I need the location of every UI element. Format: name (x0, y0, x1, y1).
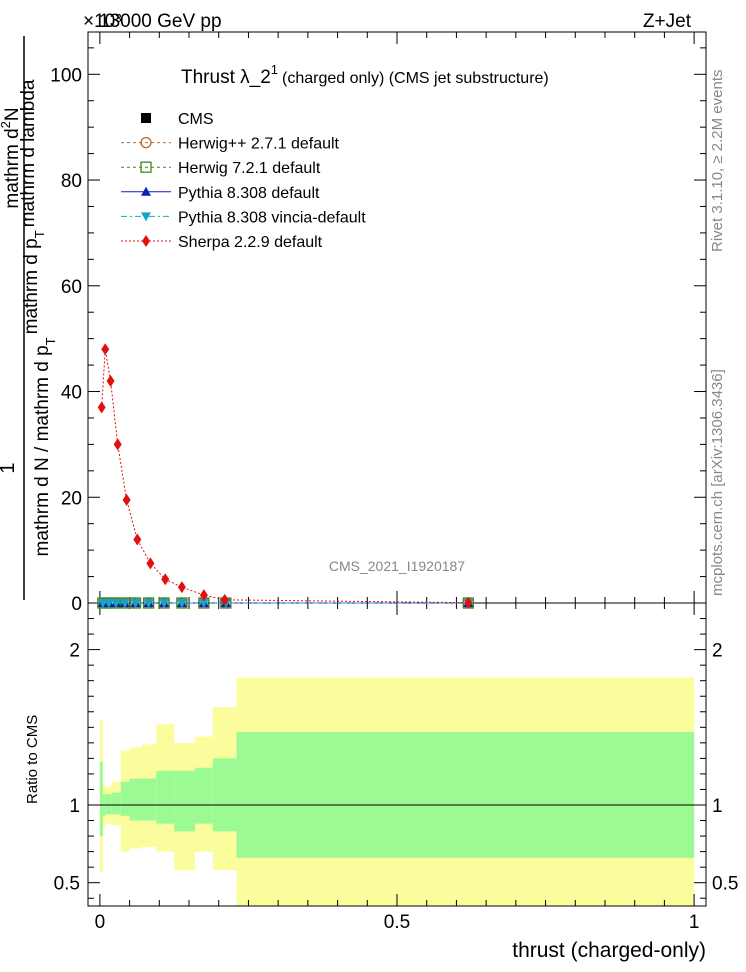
stat-uncertainty-band (99, 761, 103, 837)
data-point (177, 581, 186, 594)
ratio-y-tick-label: 2 (69, 641, 80, 662)
stat-uncertainty-band (236, 731, 695, 858)
title-main: Thrust λ_2 (181, 67, 271, 88)
data-point (106, 374, 115, 387)
y-tick-label: 0 (71, 594, 82, 615)
ratio-y-tick-label-right: 2 (712, 641, 723, 662)
data-point (101, 343, 110, 356)
header-right: Z+Jet (643, 11, 692, 32)
data-point (143, 599, 154, 608)
y-tick-label: 80 (61, 171, 82, 192)
data-point (133, 533, 142, 546)
ratio-ylabel: Ratio to CMS (24, 715, 41, 804)
ylabel-denominator: mathrm d N / mathrm d pTmathrm d pTmathr… (18, 79, 58, 556)
data-point (119, 599, 130, 608)
ratio-y-tick-label-right: 1 (712, 796, 723, 817)
ratio-y-tick-label-right: 0.5 (712, 874, 738, 895)
data-point (110, 599, 121, 608)
data-point (122, 493, 131, 506)
y-tick-label: 100 (50, 65, 82, 86)
data-point (130, 599, 141, 608)
data-point (198, 599, 209, 608)
main-axes: 0 20 40 60 80 100 0 0.5 1 (50, 32, 706, 933)
data-point (159, 599, 170, 608)
legend-label: Pythia 8.308 default (178, 185, 320, 202)
legend-marker (141, 212, 151, 222)
y-tick-label: 40 (61, 383, 82, 404)
stat-uncertainty-band (105, 794, 112, 815)
stat-uncertainty-band (156, 770, 175, 824)
data-point (113, 438, 122, 451)
legend-label: Herwig 7.2.1 default (178, 160, 321, 177)
data-point (97, 401, 106, 414)
stat-uncertainty-band (141, 778, 157, 821)
y-exponent: ×10³ (83, 11, 122, 32)
chart-title: Thrust λ_21 (charged only) (CMS jet subst… (181, 62, 549, 88)
mcplots-label: mcplots.cern.ch [arXiv:1306.3436] (709, 369, 726, 596)
stat-uncertainty-band (120, 781, 130, 816)
title-sup: 1 (271, 62, 278, 77)
legend-marker (141, 113, 151, 123)
x-axis-label: thrust (charged-only) (512, 939, 706, 962)
stat-uncertainty-band (212, 758, 237, 832)
legend-label: Pythia 8.308 vincia-default (178, 209, 366, 226)
legend-marker (140, 161, 152, 173)
header-left: 13000 GeV pp (99, 11, 222, 32)
ratio-axes: 0.5 0.5 1 1 2 2 (54, 618, 738, 899)
legend: CMS Herwig++ 2.7.1 default Herwig 7.2.1 de… (121, 111, 366, 251)
data-point (146, 557, 155, 570)
ratio-y-tick-label: 1 (69, 796, 80, 817)
legend-marker (140, 136, 152, 149)
title-suffix: (charged only) (CMS jet substructure) (282, 70, 549, 87)
data-point (161, 573, 170, 586)
x-tick-label: 0 (95, 912, 106, 933)
data-point (176, 599, 187, 608)
legend-label: CMS (178, 111, 214, 128)
data-point (464, 596, 473, 609)
legend-marker (141, 186, 151, 196)
rivet-label: Rivet 3.1.10, ≥ 2.2M events (709, 70, 726, 253)
ylabel-one: 1 (0, 462, 19, 473)
main-ylabel: 1 mathrm d N / mathrm d pTmathrm d pTmat… (0, 36, 58, 600)
ratio-y-tick-label: 0.5 (54, 874, 80, 895)
y-tick-label: 20 (61, 488, 82, 509)
analysis-watermark: CMS_2021_I1920187 (329, 558, 465, 574)
data-point (103, 599, 114, 608)
main-series (97, 343, 474, 609)
ylabel-numerator: mathrm d2N (0, 107, 23, 208)
stat-uncertainty-band (174, 770, 195, 832)
x-tick-label: 1 (689, 912, 700, 933)
stat-uncertainty-band (129, 778, 142, 821)
stat-uncertainty-band (194, 767, 213, 824)
data-point (220, 593, 229, 606)
ratio-bands (88, 677, 706, 906)
stat-uncertainty-band (111, 792, 121, 815)
x-tick-label: 0.5 (384, 912, 410, 933)
legend-label: Herwig++ 2.7.1 default (178, 136, 340, 153)
legend-marker (142, 235, 150, 247)
legend-label: Sherpa 2.2.9 default (178, 234, 323, 251)
y-tick-label: 60 (61, 277, 82, 298)
data-point (199, 589, 208, 602)
